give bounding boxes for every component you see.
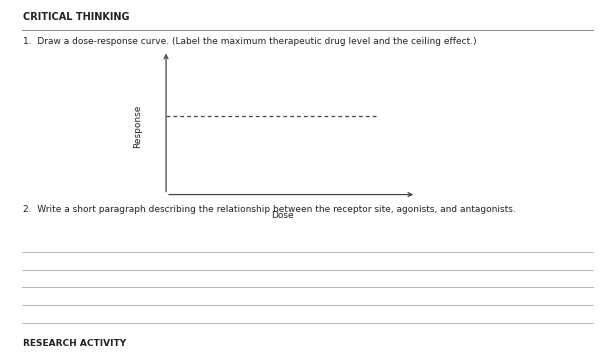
- Text: Response: Response: [133, 105, 143, 149]
- Text: RESEARCH ACTIVITY: RESEARCH ACTIVITY: [23, 339, 127, 348]
- Text: CRITICAL THINKING: CRITICAL THINKING: [23, 12, 130, 22]
- Text: 2.  Write a short paragraph describing the relationship between the receptor sit: 2. Write a short paragraph describing th…: [23, 205, 516, 214]
- Text: Dose: Dose: [272, 211, 294, 220]
- Text: 1.  Draw a dose-response curve. (Label the maximum therapeutic drug level and th: 1. Draw a dose-response curve. (Label th…: [23, 37, 477, 46]
